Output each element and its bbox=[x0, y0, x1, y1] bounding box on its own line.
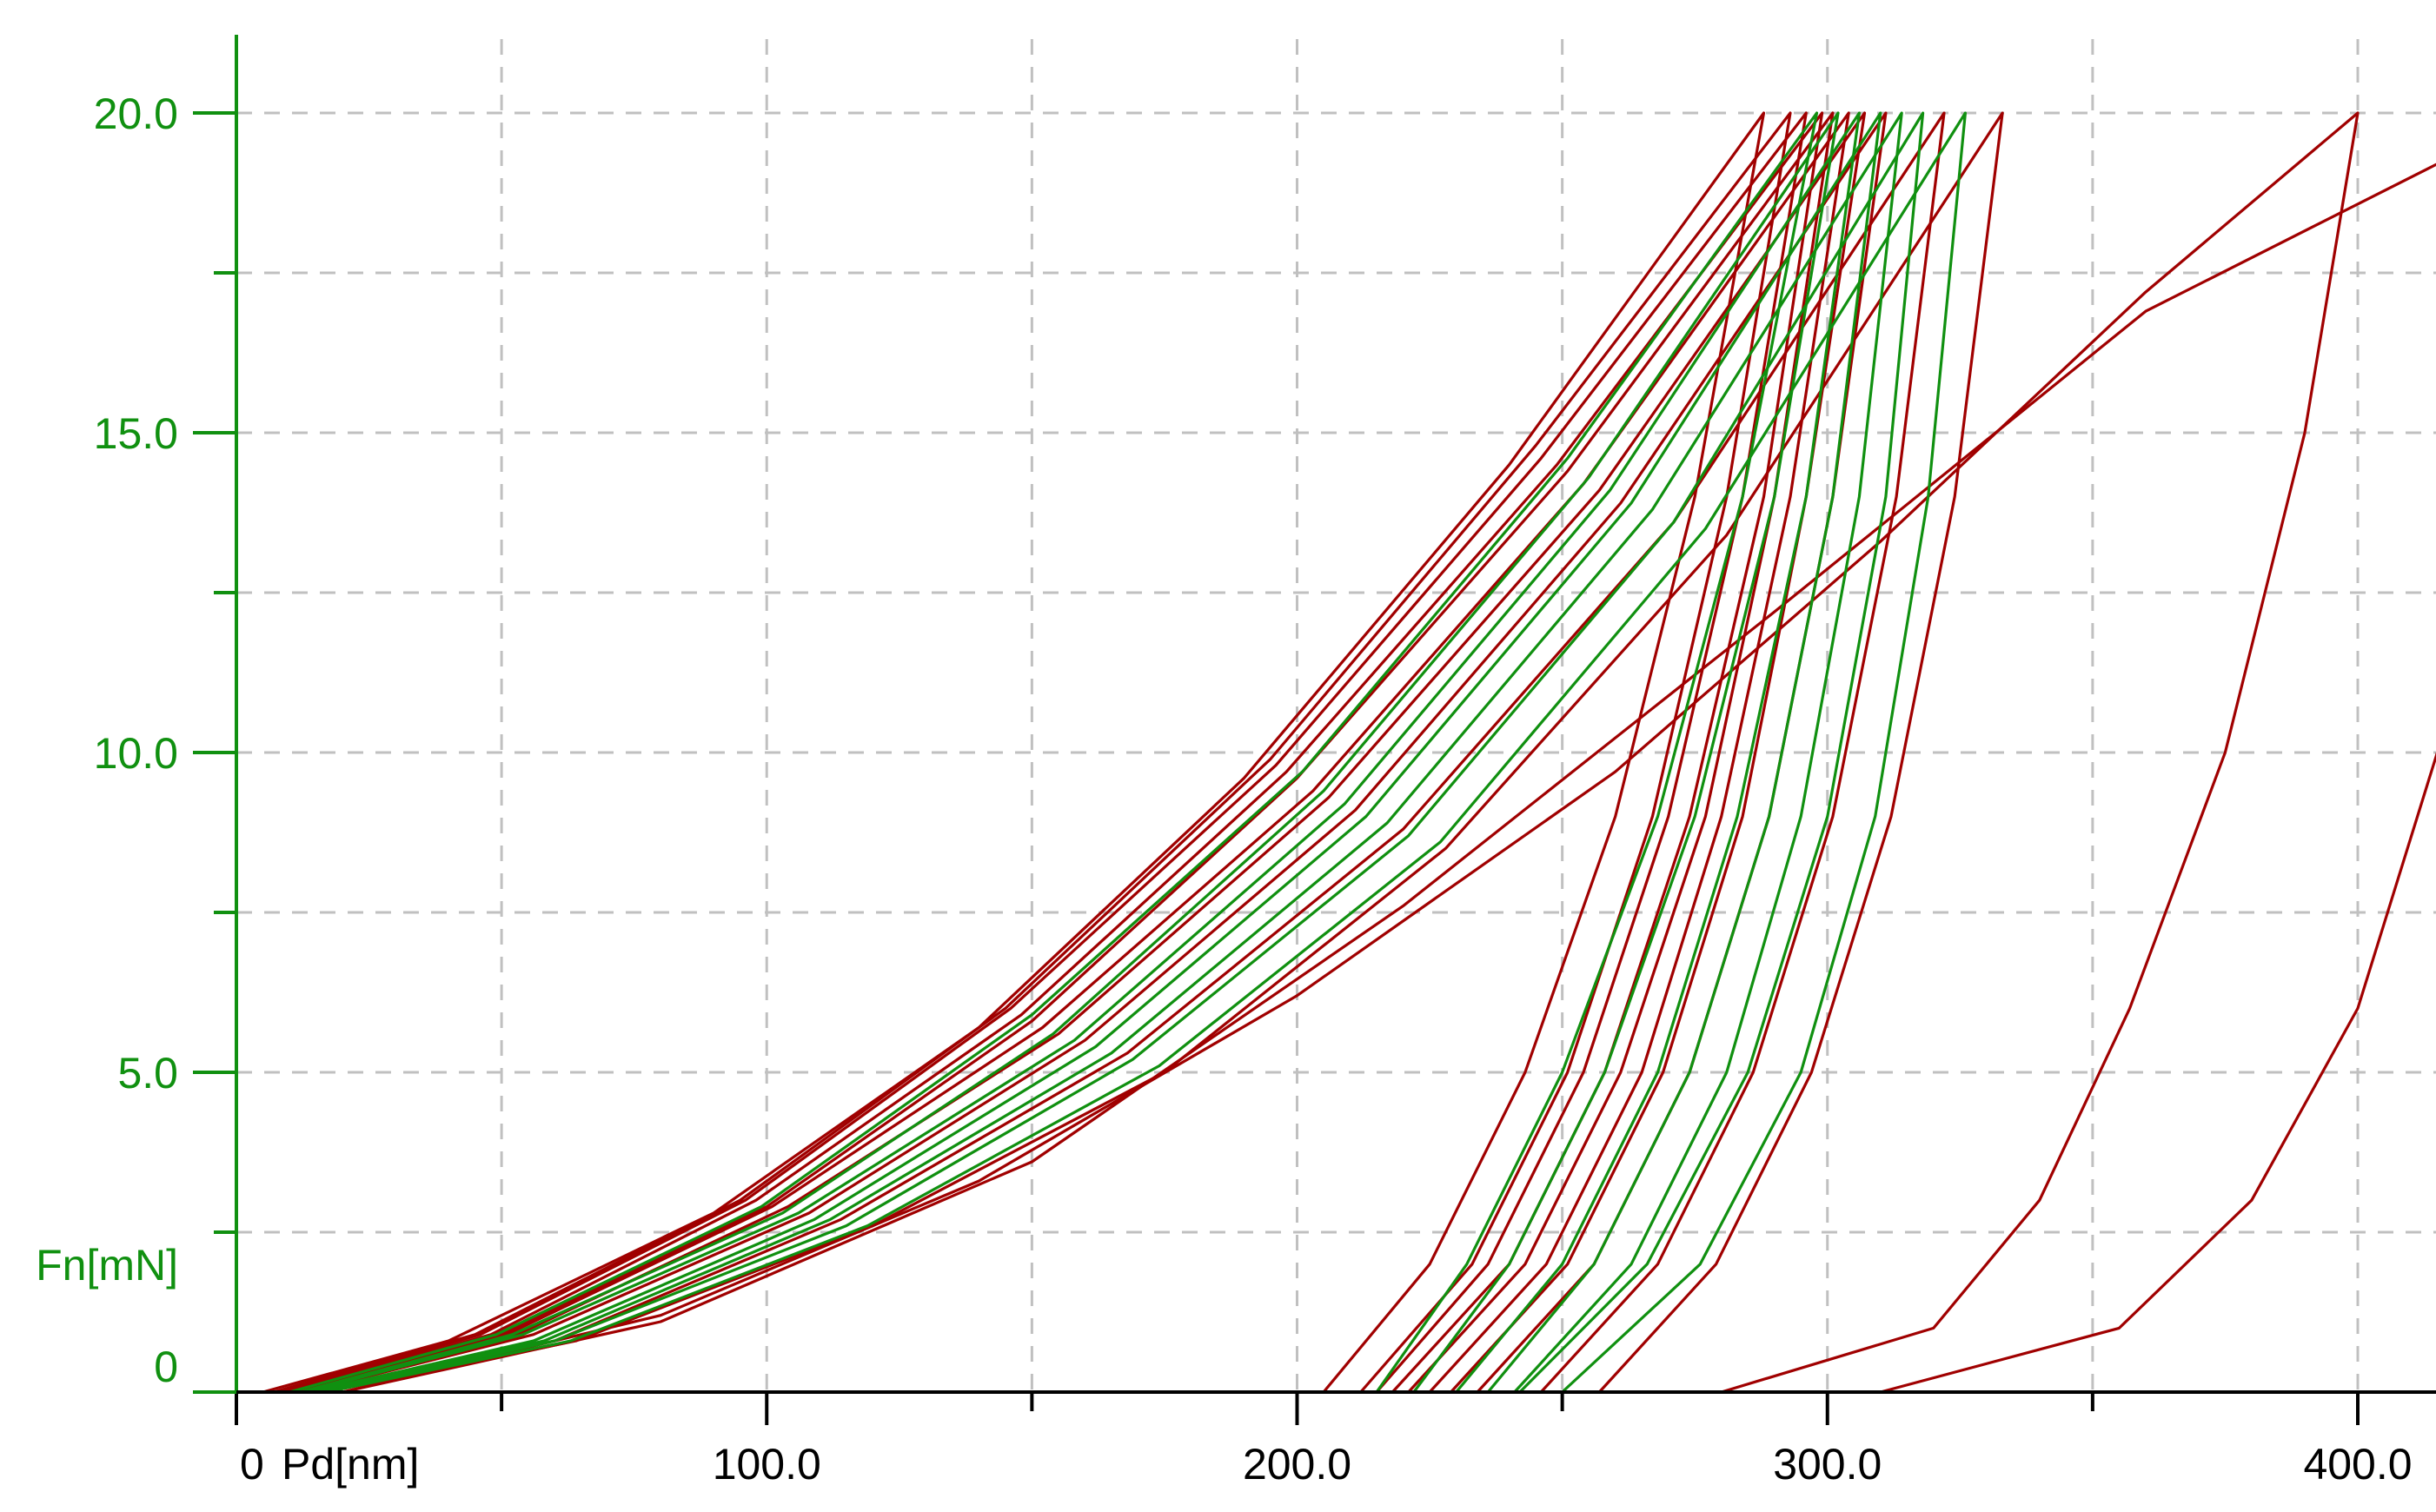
series-red-11 bbox=[341, 111, 2360, 1394]
series-red-9 bbox=[314, 111, 1946, 1394]
y-tick-label: 20.0 bbox=[94, 90, 178, 138]
x-tick-label: 300.0 bbox=[1773, 1440, 1882, 1489]
series-red-1 bbox=[261, 111, 1766, 1394]
series-green-19 bbox=[325, 111, 1967, 1394]
x-tick-label: 400.0 bbox=[2303, 1440, 2412, 1489]
series-green-14 bbox=[298, 111, 1840, 1394]
x-axis-label: Pd[nm] bbox=[282, 1440, 419, 1489]
y-tick-label: 15.0 bbox=[94, 409, 178, 458]
series-red-5 bbox=[288, 111, 1835, 1394]
grid bbox=[236, 39, 2436, 1392]
y-tick-label: 5.0 bbox=[117, 1049, 178, 1098]
axes bbox=[193, 35, 2436, 1425]
x-tick-label: 0 bbox=[240, 1440, 264, 1489]
x-tick-label: 100.0 bbox=[713, 1440, 821, 1489]
series-green-18 bbox=[320, 111, 1925, 1394]
series-red-7 bbox=[298, 111, 1867, 1394]
series-green-13 bbox=[288, 111, 1819, 1394]
tick-labels: 0 100.0 200.0 300.0 400.0 Pd[nm] 0 5.0 10.0 15.0 2… bbox=[36, 90, 2412, 1489]
x-tick-label: 200.0 bbox=[1243, 1440, 1351, 1489]
series-red-6 bbox=[288, 111, 1850, 1394]
y-tick-label: 0 bbox=[154, 1343, 178, 1391]
series-red-12 bbox=[341, 162, 2436, 1394]
series-red-2 bbox=[272, 111, 1792, 1394]
series-green-16 bbox=[309, 111, 1882, 1394]
series-group bbox=[261, 111, 2436, 1394]
series-green-17 bbox=[314, 111, 1903, 1394]
y-tick-label: 10.0 bbox=[94, 729, 178, 778]
series-red-10 bbox=[325, 111, 2004, 1394]
series-green-15 bbox=[303, 111, 1861, 1394]
series-red-3 bbox=[277, 111, 1808, 1394]
y-axis-label: Fn[mN] bbox=[36, 1241, 178, 1290]
